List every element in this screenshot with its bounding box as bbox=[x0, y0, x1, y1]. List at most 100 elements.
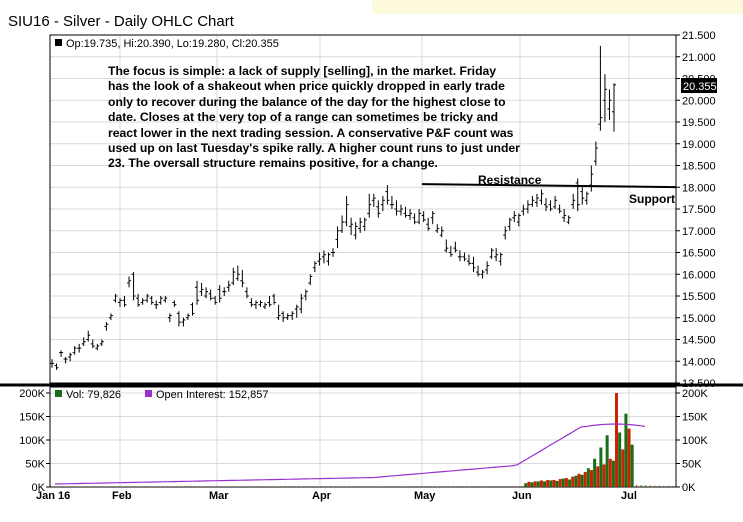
date-axis: Jan 16 Feb Mar Apr May Jun Jul bbox=[36, 490, 637, 502]
ohlc-bar bbox=[185, 313, 190, 320]
commentary-line: 23. The oversall structure remains posit… bbox=[108, 156, 438, 171]
ohlc-bar bbox=[127, 276, 132, 288]
volume-bar bbox=[552, 479, 556, 487]
ohlc-bar bbox=[507, 217, 512, 231]
last-price-box bbox=[681, 78, 717, 93]
volume-bar bbox=[602, 464, 606, 487]
ohlc-bar bbox=[199, 282, 204, 296]
ohlc-bar bbox=[285, 313, 290, 320]
volume-bar bbox=[589, 470, 593, 487]
last-price-marker: 20.355 bbox=[681, 78, 717, 93]
volume-bar bbox=[608, 458, 612, 487]
ohlc-bar bbox=[249, 298, 254, 307]
volume-tick-label-left: 200K bbox=[19, 388, 45, 400]
ohlc-bar bbox=[362, 217, 367, 231]
ohlc-bar bbox=[104, 322, 109, 331]
ohlc-bar bbox=[95, 343, 100, 351]
volume-tick-label-left: 100K bbox=[19, 435, 45, 447]
date-tick-label: Feb bbox=[112, 490, 132, 502]
ohlc-bar bbox=[331, 248, 335, 257]
ohlc-bar bbox=[317, 252, 322, 266]
ohlc-bar bbox=[172, 300, 177, 307]
commentary-line: The focus is simple: a lack of supply [s… bbox=[108, 64, 497, 78]
volume-bar bbox=[586, 468, 590, 487]
ohlc-bar bbox=[154, 300, 159, 310]
volume-bar bbox=[561, 478, 565, 487]
ohlc-bar bbox=[149, 296, 154, 305]
ohlc-bar bbox=[593, 141, 598, 166]
ohlc-bar bbox=[68, 352, 73, 362]
ohlc-bar bbox=[539, 189, 544, 205]
ohlc-bar bbox=[462, 252, 467, 262]
price-tick-label: 20.000 bbox=[682, 95, 716, 107]
ohlc-bar bbox=[367, 193, 372, 218]
ohlc-bar bbox=[525, 200, 530, 214]
price-tick-label: 19.000 bbox=[682, 139, 716, 151]
ohlc-bar bbox=[503, 226, 508, 240]
ohlc-bar bbox=[140, 298, 145, 305]
volume-axis-left: 0K 50K 100K 150K 200K bbox=[19, 388, 50, 494]
ohlc-bar bbox=[353, 222, 358, 240]
volume-bar bbox=[621, 449, 625, 487]
ohlc-bar bbox=[208, 289, 213, 301]
last-price-text: 20.355 bbox=[683, 81, 717, 93]
volume-bar bbox=[543, 481, 547, 487]
price-tick-label: 15.000 bbox=[682, 313, 716, 325]
ohlc-bar bbox=[145, 293, 150, 303]
ohlc-bar bbox=[584, 191, 589, 205]
ohlc-bar bbox=[349, 217, 354, 236]
ohlc-bar bbox=[448, 245, 453, 257]
ohlc-bar bbox=[340, 215, 345, 233]
price-tick-label: 14.500 bbox=[682, 335, 716, 347]
date-tick-label: Jan 16 bbox=[36, 490, 70, 502]
volume-tick-label-left: 0K bbox=[32, 482, 46, 494]
ohlc-bar bbox=[571, 193, 576, 209]
volume-bar bbox=[558, 479, 562, 487]
ohlc-bar bbox=[231, 267, 236, 286]
ohlc-bar bbox=[258, 300, 263, 307]
open-interest-line bbox=[54, 423, 646, 485]
ohlc-bar bbox=[131, 272, 136, 301]
volume-gridlines bbox=[50, 392, 676, 464]
volume-tick-label: 100K bbox=[682, 435, 708, 447]
volume-bar bbox=[618, 432, 622, 487]
volume-bar bbox=[536, 481, 540, 487]
volume-bar bbox=[611, 460, 615, 487]
top-banner bbox=[372, 0, 743, 14]
ohlc-bar bbox=[575, 178, 580, 212]
ohlc-bar bbox=[516, 213, 521, 227]
ohlc-bar bbox=[358, 217, 363, 233]
ohlc-bar bbox=[195, 280, 200, 305]
volume-tick-label: 150K bbox=[682, 412, 708, 424]
ohlc-bar bbox=[113, 293, 118, 303]
price-tick-label: 16.000 bbox=[682, 269, 716, 281]
ohlc-bar bbox=[485, 261, 490, 275]
ohlc-bar bbox=[480, 269, 485, 279]
ohlc-bar bbox=[299, 293, 304, 314]
ohlc-bar bbox=[557, 204, 562, 214]
ohlc-bar bbox=[86, 330, 91, 342]
volume-tick-label: 0K bbox=[682, 482, 696, 494]
ohlc-bar bbox=[108, 313, 113, 320]
date-tick-label: Jul bbox=[621, 490, 637, 502]
ohlc-bar bbox=[530, 195, 535, 207]
ohlc-bar bbox=[267, 296, 272, 307]
ohlc-bar bbox=[303, 289, 308, 301]
price-tick-label: 17.500 bbox=[682, 204, 716, 216]
date-tick-label: May bbox=[414, 490, 436, 502]
ohlc-bar bbox=[326, 252, 331, 266]
ohlc-bar bbox=[398, 204, 403, 216]
ohlc-bar bbox=[389, 195, 394, 209]
ohlc-bar bbox=[263, 302, 268, 310]
volume-bar bbox=[527, 481, 531, 487]
ohlc-bar bbox=[294, 304, 299, 318]
ohlc-bar bbox=[290, 311, 295, 320]
ohlc-bar bbox=[421, 211, 426, 223]
commentary-line: has the look of a shakeout when price qu… bbox=[108, 79, 505, 94]
volume-bar bbox=[627, 428, 631, 487]
price-tick-label: 18.000 bbox=[682, 182, 716, 194]
volume-tick-label: 200K bbox=[682, 388, 708, 400]
ohlc-bar bbox=[371, 193, 376, 207]
ohlc-bar bbox=[476, 265, 481, 277]
